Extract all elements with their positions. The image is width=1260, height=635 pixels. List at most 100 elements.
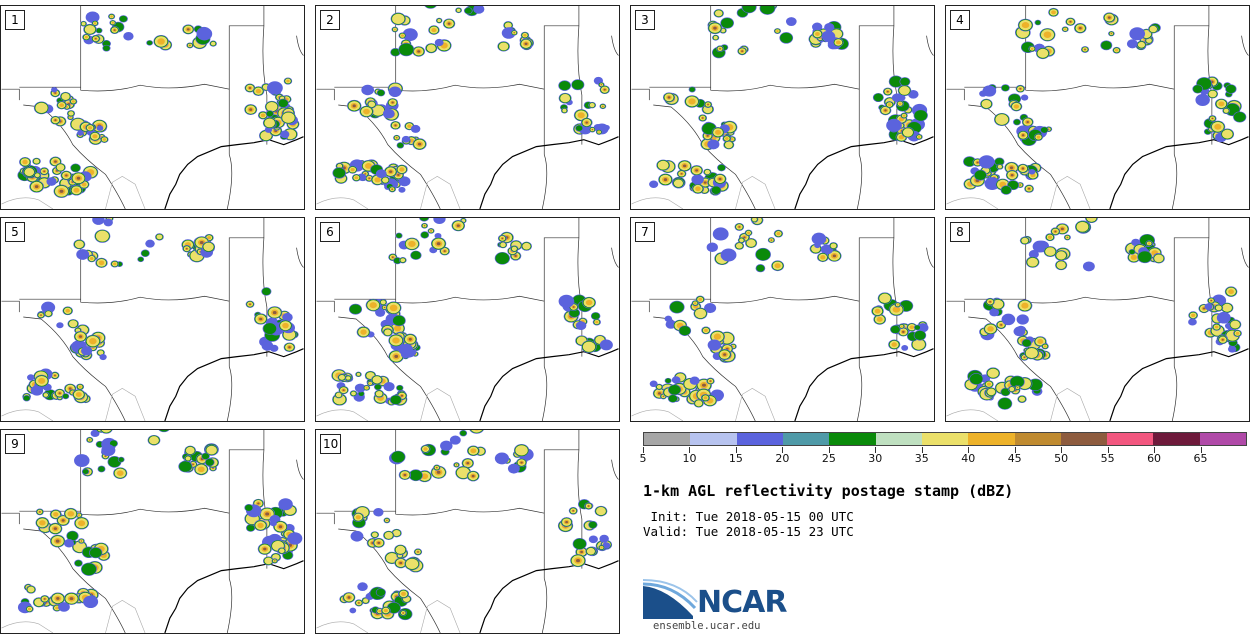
storm-cell [466, 470, 480, 482]
state-border [19, 295, 230, 367]
storm-cell [403, 333, 418, 345]
reflectivity-colorbar [643, 432, 1247, 446]
reflectivity-map [1, 430, 304, 633]
storm-cell [74, 454, 90, 468]
storm-cell [109, 19, 117, 26]
storm-cell [388, 186, 397, 193]
storm-cell [1148, 24, 1159, 34]
storm-cell [989, 308, 1000, 317]
storm-cell [984, 177, 1000, 190]
storm-cell [85, 334, 101, 348]
storm-cell [821, 30, 836, 42]
storm-cell [1082, 261, 1095, 272]
member-number-label: 5 [5, 222, 25, 242]
storm-cell [1043, 246, 1057, 258]
storm-cell [710, 185, 722, 195]
storm-cell [53, 184, 70, 198]
storm-cell [408, 469, 423, 482]
terrain-line [316, 409, 369, 421]
storm-cell [1054, 250, 1068, 261]
state-border [543, 6, 580, 90]
storm-cell [767, 237, 775, 244]
storm-cell [412, 46, 426, 57]
storm-cell [387, 98, 398, 108]
storm-cell [1108, 30, 1115, 37]
storm-cell [700, 394, 711, 402]
storm-cell [99, 353, 107, 361]
storm-cell [720, 17, 734, 29]
storm-cell [994, 157, 1005, 167]
terrain-line [631, 409, 684, 421]
storm-cell [383, 517, 391, 524]
storm-cell [580, 117, 593, 128]
storm-cell [497, 234, 507, 243]
storm-cell [1220, 128, 1235, 140]
storm-cell [750, 218, 759, 223]
storm-cell [891, 93, 903, 103]
storm-cell [691, 300, 699, 307]
storm-cell [1021, 338, 1032, 348]
storm-cell [344, 375, 352, 381]
storm-cell [25, 605, 34, 613]
colorbar-segment [736, 433, 783, 445]
init-time: Init: Tue 2018-05-15 00 UTC [643, 509, 854, 524]
storm-cell [873, 314, 887, 325]
state-border [296, 247, 304, 268]
storm-cell [27, 374, 35, 381]
member-number-label: 8 [950, 222, 970, 242]
storm-cell [1007, 385, 1016, 393]
colorbar-tick-label: 25 [821, 452, 836, 465]
storm-cell [398, 469, 412, 481]
storm-cell [501, 27, 516, 39]
storm-cell [184, 445, 196, 456]
ensemble-member-panel: 10 [315, 429, 620, 634]
storm-cell [71, 172, 86, 185]
storm-cell [440, 440, 453, 451]
storm-cell [283, 342, 296, 352]
storm-cell [1195, 93, 1210, 107]
storm-cell [494, 251, 510, 265]
storm-cell [741, 6, 757, 14]
colorbar-tick-label: 55 [1100, 452, 1115, 465]
storm-cell [649, 180, 659, 189]
gulf-coastline [164, 136, 304, 209]
storm-cell [46, 177, 57, 186]
storm-cell [379, 299, 388, 306]
storm-cell [994, 112, 1010, 127]
storm-cell [278, 498, 293, 511]
state-border [1241, 35, 1249, 56]
storm-cell [662, 92, 676, 103]
state-border [858, 218, 895, 302]
storm-cell [1045, 233, 1055, 242]
storm-cell [1021, 117, 1034, 127]
storm-cell [1217, 335, 1228, 345]
colorbar-tick-label: 5 [639, 452, 647, 465]
terrain-line [946, 409, 999, 421]
storm-cell [118, 15, 128, 23]
storm-cell [449, 435, 461, 445]
storm-cell [145, 239, 155, 248]
storm-cell [755, 247, 771, 261]
storm-cell [244, 503, 254, 512]
state-border [23, 316, 126, 421]
state-border [296, 35, 304, 56]
storm-cell [60, 91, 72, 102]
storm-cell [337, 373, 347, 382]
storm-cell [589, 126, 596, 133]
reflectivity-map [1, 6, 304, 209]
storm-cell [376, 89, 386, 97]
storm-cell [588, 101, 597, 109]
storm-cell [467, 445, 480, 457]
storm-cell [703, 101, 713, 108]
colorbar-tick-label: 15 [728, 452, 743, 465]
storm-cell [62, 306, 73, 316]
storm-cell [655, 383, 664, 391]
storm-cell [402, 28, 418, 41]
storm-cell [355, 371, 362, 378]
storm-cell [182, 245, 192, 253]
state-border [543, 430, 580, 514]
storm-cell [428, 25, 440, 35]
ensemble-member-panel: 5 [0, 217, 305, 422]
storm-cell [399, 257, 407, 264]
storm-cell [62, 393, 70, 400]
